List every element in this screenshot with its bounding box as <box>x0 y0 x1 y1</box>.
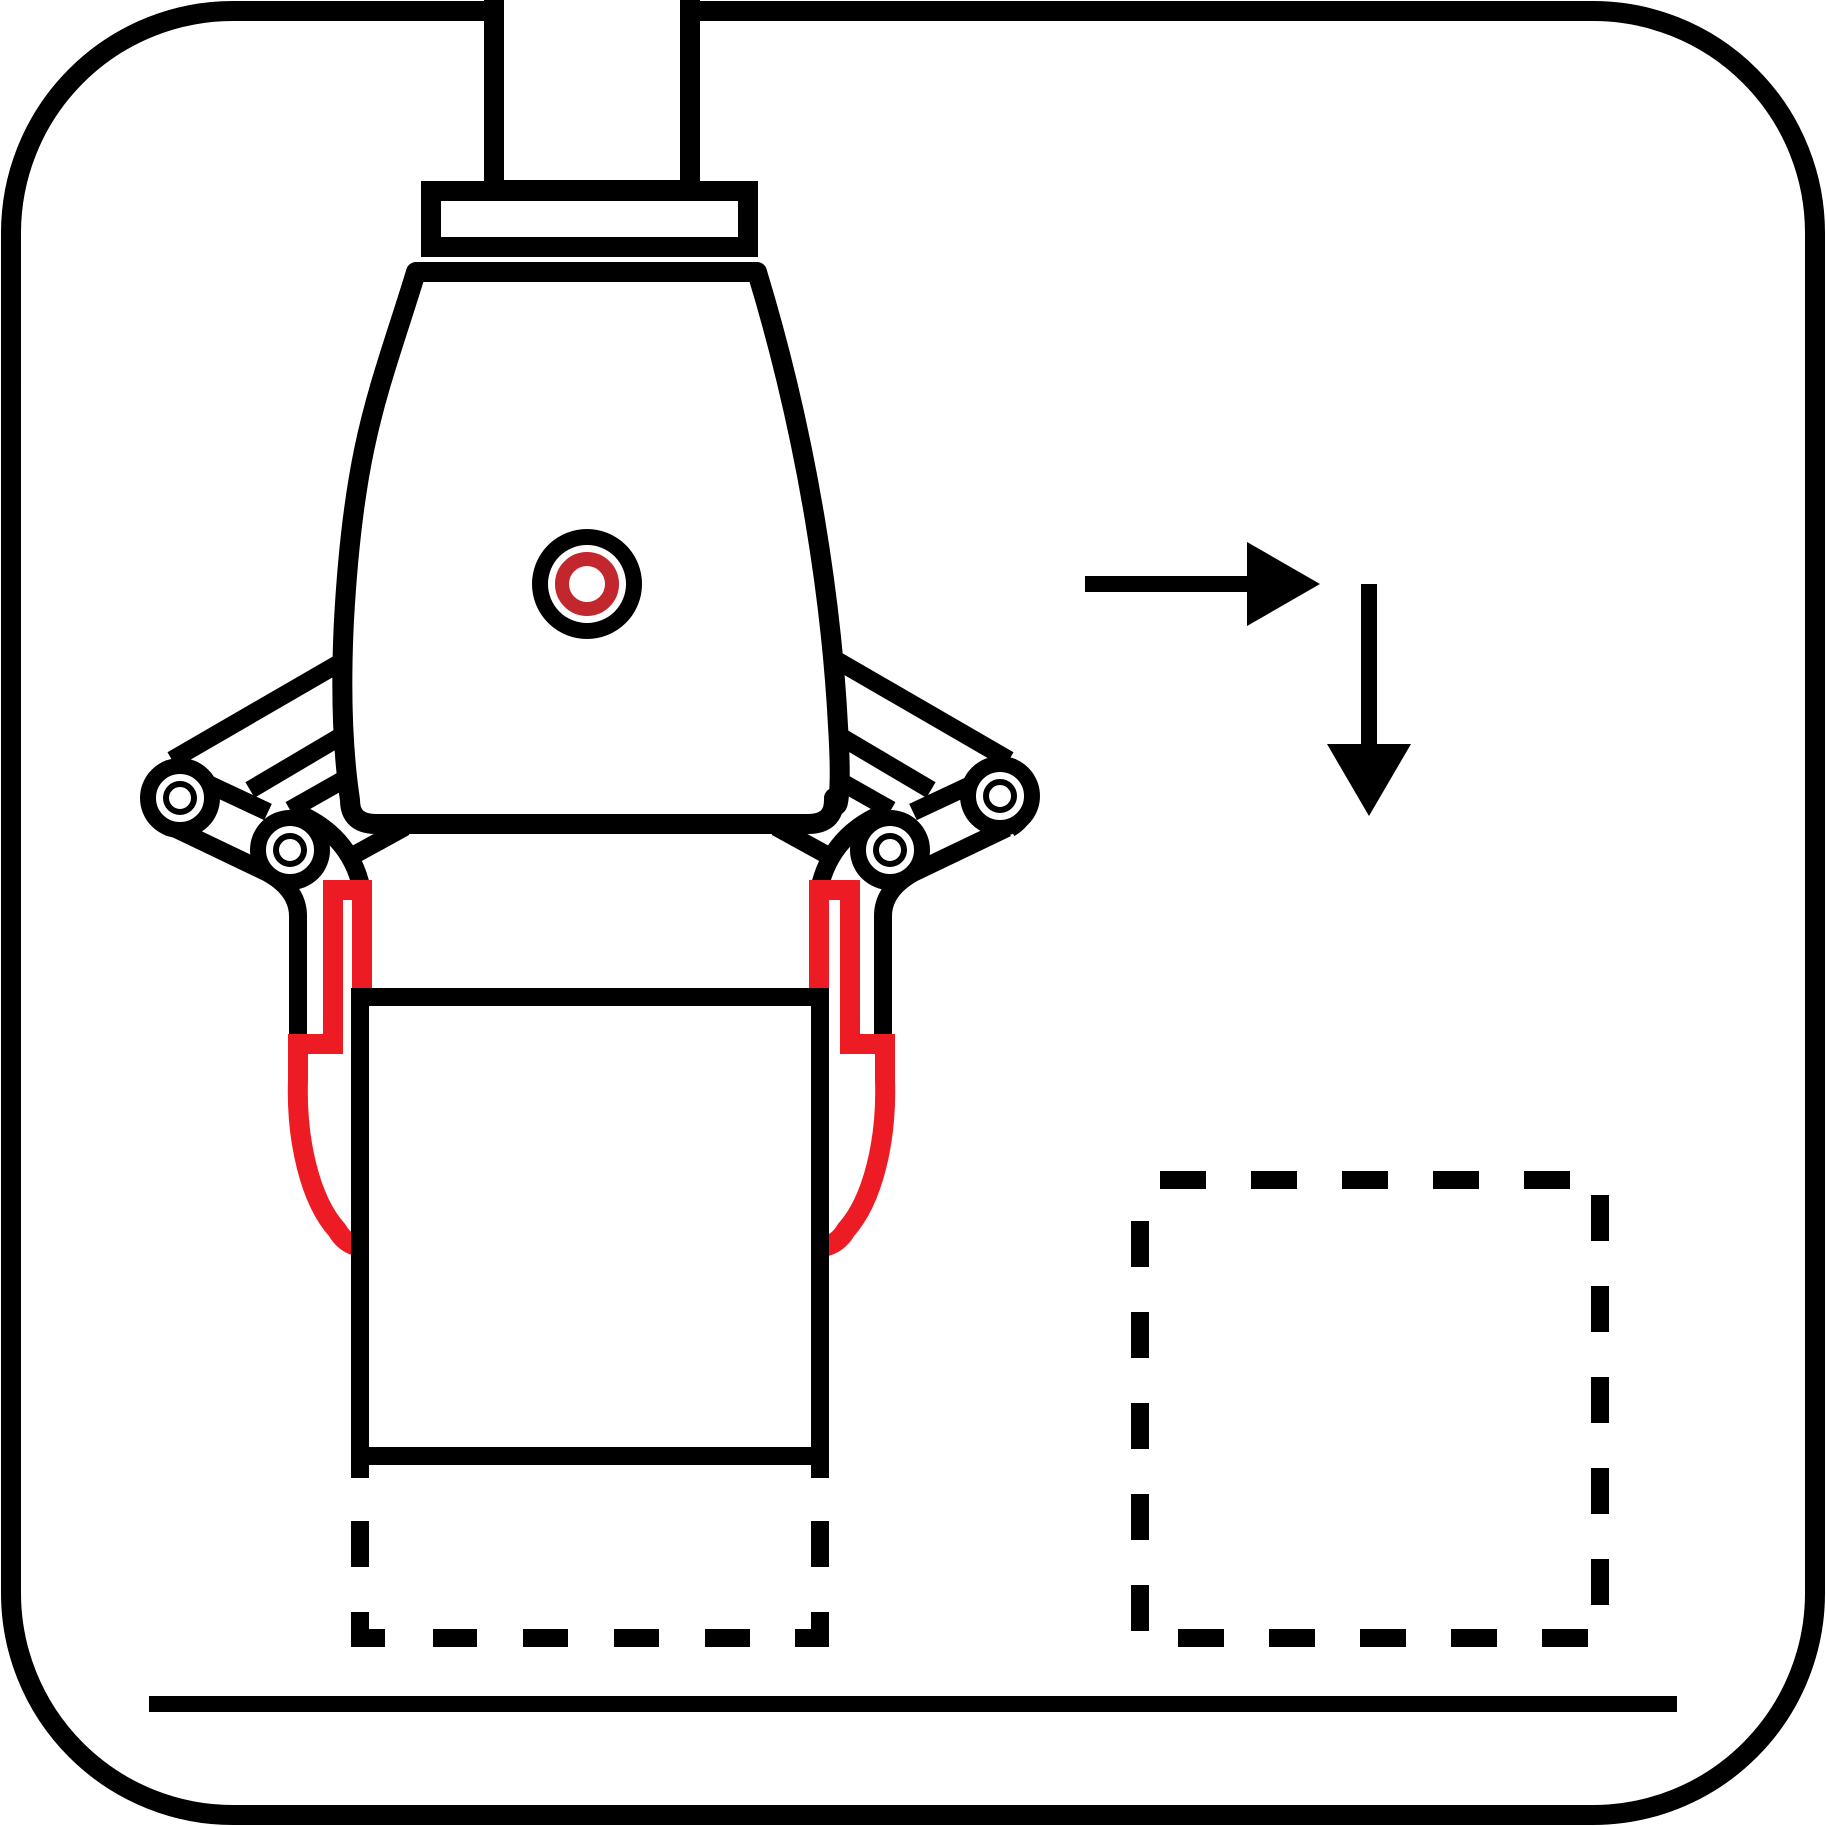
mounting-flange <box>421 181 758 257</box>
sensor-icon <box>532 529 642 639</box>
gripped-box <box>351 988 829 1465</box>
right-finger-pad <box>809 880 896 1257</box>
pick-position-outline <box>351 1463 829 1647</box>
arrow-down-icon <box>1327 584 1411 816</box>
arrow-right-icon <box>1085 542 1320 626</box>
gripper-icon <box>140 0 1040 1257</box>
pivot-joints <box>140 756 1040 890</box>
mounting-shaft <box>484 0 700 200</box>
place-position-outline <box>1131 1171 1609 1647</box>
left-finger-pad <box>287 880 372 1257</box>
